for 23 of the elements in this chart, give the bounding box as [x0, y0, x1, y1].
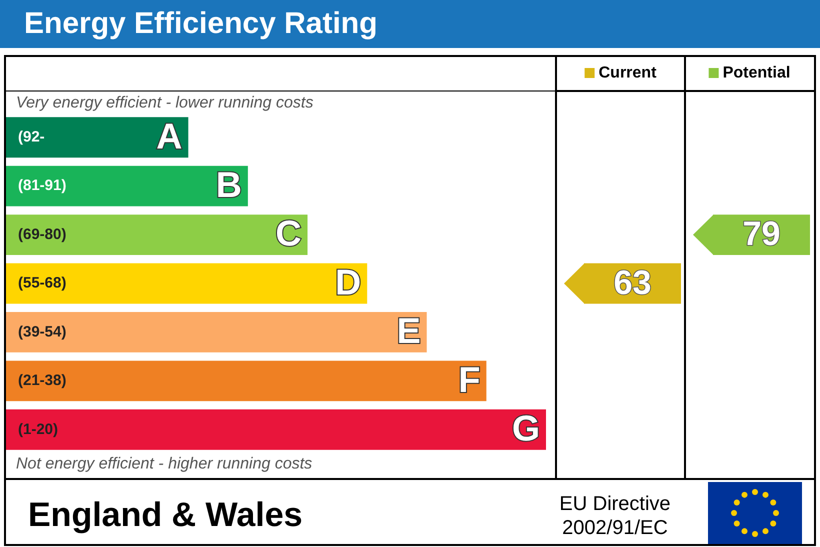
category-label: (1-20) — [18, 420, 58, 438]
legend-label: Current — [598, 64, 658, 82]
data-label: 79 — [742, 215, 780, 254]
text: E — [396, 310, 421, 352]
category-label: (55-68) — [18, 274, 66, 292]
category-label: (39-54) — [18, 323, 66, 340]
legend-label: Potential — [722, 64, 790, 82]
category-label: (21-38) — [18, 372, 66, 390]
text: C — [276, 212, 302, 254]
text: F — [458, 358, 480, 400]
text: Not energy efficient - higher running costs — [16, 455, 312, 472]
text: G — [512, 408, 540, 449]
category-label: (81-91) — [18, 177, 66, 194]
category-label: (92- — [18, 128, 45, 146]
text: A — [156, 115, 182, 156]
category-label: (69-80) — [18, 226, 66, 243]
text: England & Wales — [28, 496, 303, 535]
data-label: 63 — [614, 264, 652, 302]
text: D — [335, 261, 362, 302]
text: EU Directive 2002/91/EC — [558, 492, 672, 540]
text: Energy Efficiency Rating — [0, 0, 820, 48]
text: B — [216, 164, 242, 205]
text: Very energy efficient - lower running costs — [16, 94, 314, 112]
